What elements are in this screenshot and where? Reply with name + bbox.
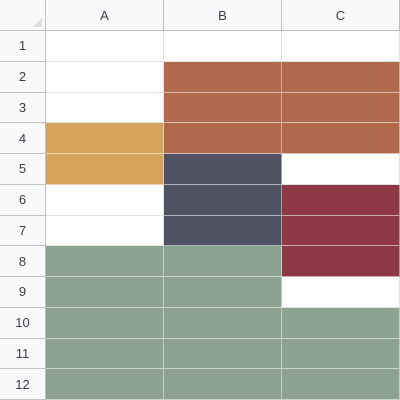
cell-c5[interactable] <box>282 154 400 185</box>
cell-c4[interactable] <box>282 123 400 154</box>
row-header-3[interactable]: 3 <box>0 92 46 124</box>
cell-a2[interactable] <box>46 61 164 93</box>
cell-c8[interactable] <box>282 246 400 277</box>
cell-c2[interactable] <box>282 61 400 93</box>
row-header-6[interactable]: 6 <box>0 184 46 216</box>
cell-a11[interactable] <box>46 338 164 370</box>
cell-c10[interactable] <box>282 307 400 339</box>
cell-a6[interactable] <box>46 184 164 216</box>
cell-c9[interactable] <box>282 277 400 308</box>
cell-b8[interactable] <box>164 246 282 277</box>
cell-a3[interactable] <box>46 92 164 124</box>
cell-b6[interactable] <box>164 184 282 216</box>
cell-c3[interactable] <box>282 92 400 124</box>
select-all-corner[interactable] <box>0 0 46 31</box>
select-all-triangle-icon <box>33 18 42 27</box>
cell-c7[interactable] <box>282 215 400 247</box>
row-header-11[interactable]: 11 <box>0 338 46 370</box>
cell-a12[interactable] <box>46 369 164 400</box>
cell-c11[interactable] <box>282 338 400 370</box>
cell-b5[interactable] <box>164 154 282 185</box>
cell-b12[interactable] <box>164 369 282 400</box>
column-header-c[interactable]: C <box>282 0 400 31</box>
cell-a8[interactable] <box>46 246 164 277</box>
cell-a10[interactable] <box>46 307 164 339</box>
cell-c12[interactable] <box>282 369 400 400</box>
column-header-a[interactable]: A <box>46 0 164 31</box>
row-header-1[interactable]: 1 <box>0 31 46 62</box>
cell-b11[interactable] <box>164 338 282 370</box>
row-header-4[interactable]: 4 <box>0 123 46 154</box>
cell-a7[interactable] <box>46 215 164 247</box>
row-header-10[interactable]: 10 <box>0 307 46 339</box>
row-header-2[interactable]: 2 <box>0 61 46 93</box>
cell-b7[interactable] <box>164 215 282 247</box>
cell-b4[interactable] <box>164 123 282 154</box>
cell-b1[interactable] <box>164 31 282 62</box>
cell-c6[interactable] <box>282 184 400 216</box>
cell-a5[interactable] <box>46 154 164 185</box>
cell-a9[interactable] <box>46 277 164 308</box>
cell-a1[interactable] <box>46 31 164 62</box>
cell-c1[interactable] <box>282 31 400 62</box>
row-header-5[interactable]: 5 <box>0 154 46 185</box>
row-header-9[interactable]: 9 <box>0 277 46 308</box>
row-header-7[interactable]: 7 <box>0 215 46 247</box>
column-header-b[interactable]: B <box>164 0 282 31</box>
cell-b3[interactable] <box>164 92 282 124</box>
cell-b9[interactable] <box>164 277 282 308</box>
row-header-8[interactable]: 8 <box>0 246 46 277</box>
row-header-12[interactable]: 12 <box>0 369 46 400</box>
cell-a4[interactable] <box>46 123 164 154</box>
cell-b10[interactable] <box>164 307 282 339</box>
cell-b2[interactable] <box>164 61 282 93</box>
